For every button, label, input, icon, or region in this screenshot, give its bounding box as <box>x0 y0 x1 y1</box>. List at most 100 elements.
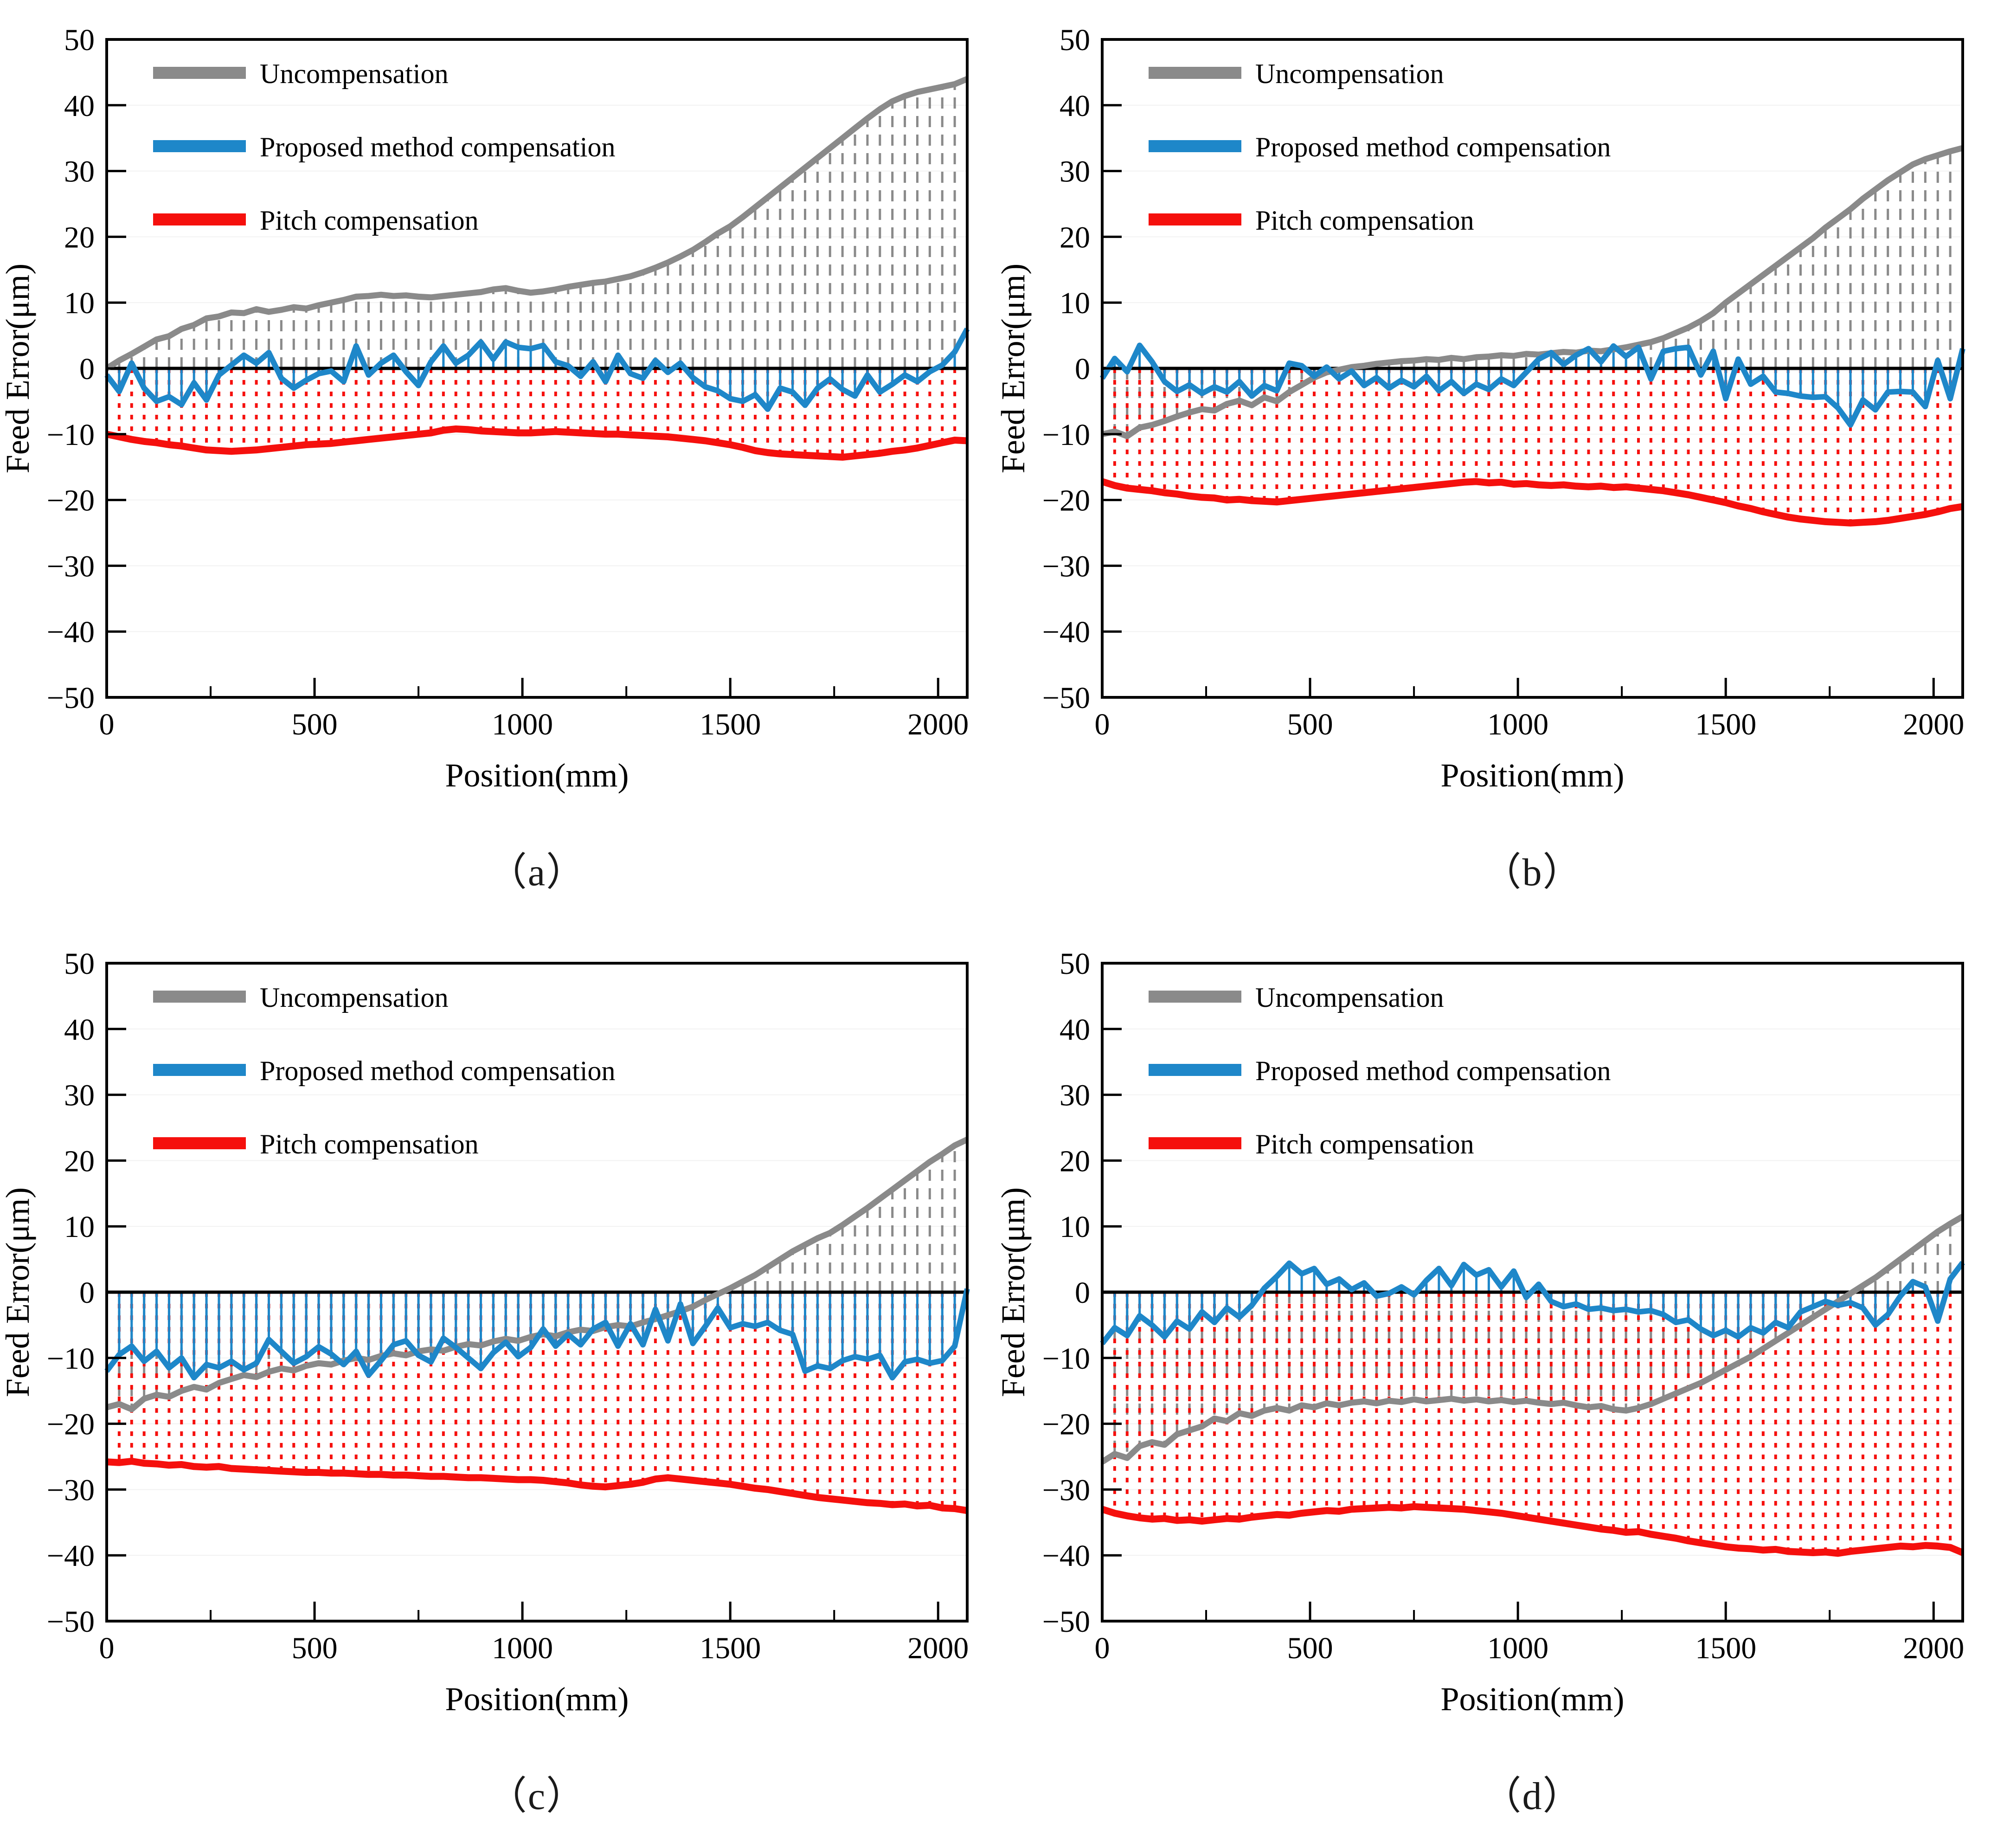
y-axis-title: Feed Error(μm) <box>0 1187 36 1397</box>
curve-proposed <box>104 328 970 412</box>
y-axis-title: Feed Error(μm) <box>996 264 1032 473</box>
drop-lines-pitch <box>105 368 969 457</box>
legend-label-proposed: Proposed method compensation <box>260 132 616 162</box>
svg-text:−10: −10 <box>47 418 95 452</box>
legend-label-proposed: Proposed method compensation <box>1255 1056 1611 1086</box>
legend-label-uncompensation: Uncompensation <box>1255 982 1444 1013</box>
svg-text:−50: −50 <box>47 681 95 715</box>
svg-text:1000: 1000 <box>1487 1631 1548 1665</box>
curve-uncompensation <box>106 1137 969 1412</box>
curve-pitch <box>1101 478 1964 527</box>
svg-text:20: 20 <box>1060 1144 1090 1178</box>
svg-text:50: 50 <box>64 23 95 57</box>
svg-text:10: 10 <box>1060 286 1090 320</box>
svg-text:−30: −30 <box>1042 1473 1090 1507</box>
y-axis: −50 −40 −30 −20 −10 0 10 20 30 40 50 <box>1042 23 1122 715</box>
svg-text:−30: −30 <box>47 1473 95 1507</box>
svg-text:1500: 1500 <box>700 708 761 741</box>
svg-text:−50: −50 <box>1042 681 1090 715</box>
svg-text:0: 0 <box>1075 1276 1090 1310</box>
chart-d-plot: 0 500 1000 1500 2000 −50 −40 −30 −20 −10 0 10 20 30 40… <box>996 947 1965 1718</box>
svg-text:2000: 2000 <box>1903 708 1964 741</box>
svg-text:−50: −50 <box>1042 1605 1090 1639</box>
svg-text:1500: 1500 <box>1695 708 1756 741</box>
legend-label-pitch: Pitch compensation <box>1255 205 1474 236</box>
caption-d: （d） <box>1482 1775 1583 1818</box>
legend-label-pitch: Pitch compensation <box>1255 1129 1474 1159</box>
svg-text:1500: 1500 <box>1695 1631 1756 1665</box>
legend-label-uncompensation: Uncompensation <box>1255 58 1444 89</box>
svg-text:0: 0 <box>79 1276 95 1310</box>
curve-uncompensation <box>1100 1214 1965 1465</box>
legend-label-pitch: Pitch compensation <box>260 205 479 236</box>
svg-text:500: 500 <box>292 708 338 741</box>
caption-b: （b） <box>1482 851 1583 894</box>
svg-text:0: 0 <box>99 708 115 741</box>
chart-d-container: 0 500 1000 1500 2000 −50 −40 −30 −20 −10 0 10 20 30 40… <box>996 924 1991 1848</box>
y-axis: −50 −40 −30 −20 −10 0 10 20 30 40 50 <box>47 947 126 1639</box>
svg-text:10: 10 <box>64 286 95 320</box>
svg-text:−10: −10 <box>47 1342 95 1376</box>
svg-text:−20: −20 <box>1042 1408 1090 1442</box>
svg-text:1000: 1000 <box>492 1631 553 1665</box>
drop-lines-pitch <box>1101 1292 1964 1553</box>
svg-text:40: 40 <box>64 1013 95 1047</box>
chart-c-container: 0 500 1000 1500 2000 −50 −40 −30 −20 −10 0 10 20 30 40… <box>0 924 996 1848</box>
legend: Uncompensation Proposed method compensati… <box>153 982 616 1159</box>
svg-text:0: 0 <box>99 1631 115 1665</box>
chart-b-container: 0 500 1000 1500 2000 −50 −40 −30 −20 −10 0 10 20 30 40… <box>996 0 1991 924</box>
svg-text:−30: −30 <box>1042 549 1090 583</box>
y-axis-title: Feed Error(μm) <box>996 1187 1032 1397</box>
svg-text:30: 30 <box>64 155 95 189</box>
svg-text:−40: −40 <box>1042 1539 1090 1573</box>
x-axis-title: Position(mm) <box>1440 1681 1624 1718</box>
y-axis: −50 −40 −30 −20 −10 0 10 20 30 40 50 <box>1042 947 1122 1639</box>
legend-label-proposed: Proposed method compensation <box>1255 132 1611 162</box>
x-axis: 0 500 1000 1500 2000 <box>99 1602 969 1665</box>
chart-c-plot: 0 500 1000 1500 2000 −50 −40 −30 −20 −10 0 10 20 30 40… <box>0 947 970 1718</box>
svg-text:50: 50 <box>64 947 95 981</box>
x-axis: 0 500 1000 1500 2000 <box>1095 678 1964 741</box>
svg-text:2000: 2000 <box>907 1631 969 1665</box>
curve-pitch <box>106 1457 968 1514</box>
legend-label-pitch: Pitch compensation <box>260 1129 479 1159</box>
x-axis: 0 500 1000 1500 2000 <box>99 678 969 741</box>
svg-text:−50: −50 <box>47 1605 95 1639</box>
svg-text:40: 40 <box>64 89 95 123</box>
svg-text:10: 10 <box>1060 1210 1090 1244</box>
svg-text:40: 40 <box>1060 89 1090 123</box>
svg-text:−40: −40 <box>1042 615 1090 649</box>
drop-lines-uncompensation <box>118 79 969 368</box>
svg-text:0: 0 <box>1095 708 1110 741</box>
svg-text:1000: 1000 <box>492 708 553 741</box>
svg-text:0: 0 <box>79 352 95 386</box>
svg-text:−40: −40 <box>47 1539 95 1573</box>
curve-pitch <box>1101 1503 1964 1557</box>
curve-pitch <box>106 425 968 461</box>
legend-label-uncompensation: Uncompensation <box>260 982 449 1013</box>
svg-text:0: 0 <box>1075 352 1090 386</box>
x-axis-title: Position(mm) <box>1440 757 1624 794</box>
svg-text:−40: −40 <box>47 615 95 649</box>
svg-text:−10: −10 <box>1042 418 1090 452</box>
svg-text:30: 30 <box>1060 155 1090 189</box>
legend: Uncompensation Proposed method compensati… <box>1149 982 1611 1159</box>
caption-a: （a） <box>488 851 586 894</box>
chart-a-container: 0 500 1000 1500 2000 −50 −40 −30 −20 −10 0 10 20 30 40… <box>0 0 996 924</box>
svg-text:1500: 1500 <box>700 1631 761 1665</box>
curve-uncompensation <box>105 76 969 371</box>
svg-text:20: 20 <box>64 1144 95 1178</box>
chart-b-plot: 0 500 1000 1500 2000 −50 −40 −30 −20 −10 0 10 20 30 40… <box>996 23 1965 794</box>
y-axis-title: Feed Error(μm) <box>0 264 36 473</box>
svg-text:500: 500 <box>1287 708 1333 741</box>
svg-text:10: 10 <box>64 1210 95 1244</box>
drop-lines-uncompensation <box>105 1140 969 1410</box>
curve-proposed <box>1099 342 1965 428</box>
legend-label-proposed: Proposed method compensation <box>260 1056 616 1086</box>
x-axis: 0 500 1000 1500 2000 <box>1095 1602 1964 1665</box>
legend-label-uncompensation: Uncompensation <box>260 58 449 89</box>
svg-text:−30: −30 <box>47 549 95 583</box>
svg-text:30: 30 <box>64 1079 95 1113</box>
chart-a-plot: 0 500 1000 1500 2000 −50 −40 −30 −20 −10 0 10 20 30 40… <box>0 23 970 794</box>
svg-text:30: 30 <box>1060 1079 1090 1113</box>
